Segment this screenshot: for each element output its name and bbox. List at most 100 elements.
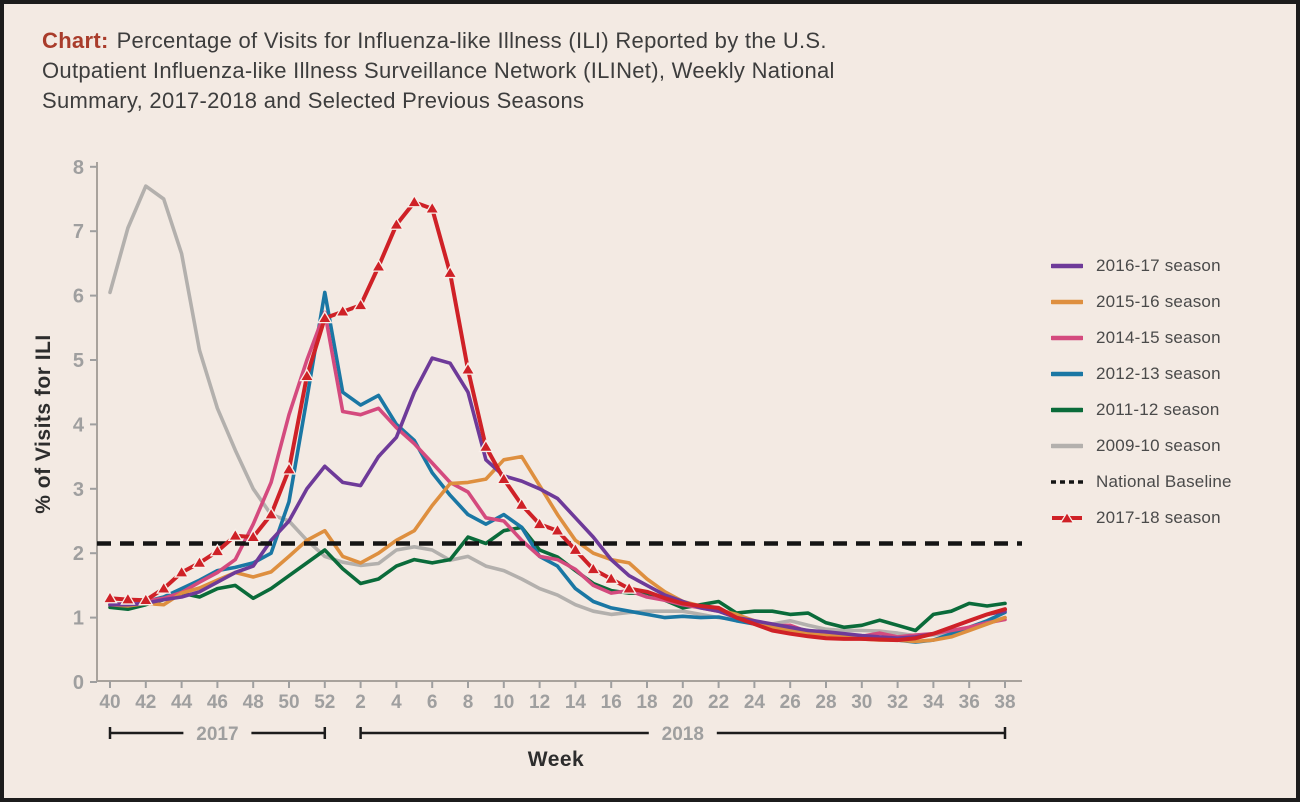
triangle-marker (621, 580, 637, 594)
x-tick-label: 14 (565, 692, 587, 713)
legend-item-2014-15-season: 2014-15 season (1049, 320, 1232, 356)
x-tick-label: 34 (923, 692, 945, 713)
triangle-marker (496, 471, 512, 485)
triangle-marker (567, 542, 584, 556)
series-line-2016-17 (108, 356, 1007, 641)
x-tick-label: 20 (672, 692, 693, 713)
x-tick-label: 18 (636, 692, 657, 713)
y-tick-label: 8 (73, 157, 84, 179)
triangle-marker (549, 522, 566, 536)
triangle-marker (138, 592, 154, 606)
x-axis-title: Week (528, 748, 584, 771)
x-tick-label: 8 (463, 692, 474, 713)
x-tick-label: 44 (171, 692, 193, 713)
legend-swatch-solid (1049, 295, 1085, 309)
legend-label: National Baseline (1096, 472, 1232, 491)
legend-swatch-solid (1049, 331, 1085, 345)
triangle-marker (120, 591, 136, 605)
triangle-marker (460, 361, 476, 375)
x-tick-label: 4 (391, 692, 402, 713)
chart-title: Chart: Percentage of Visits for Influenza… (42, 26, 1112, 116)
y-tick-label: 0 (73, 672, 84, 694)
title-line-1-text: Percentage of Visits for Influenza-like … (116, 28, 827, 53)
triangle-marker (352, 297, 369, 311)
y-tick-label: 1 (73, 608, 84, 630)
triangle-marker (281, 461, 297, 475)
triangle-marker (156, 580, 172, 594)
x-tick-label: 26 (780, 692, 801, 713)
legend-item-2009-10-season: 2009-10 season (1049, 428, 1232, 464)
x-tick-label: 16 (601, 692, 622, 713)
triangle-marker (299, 368, 315, 382)
y-tick-label: 4 (73, 414, 85, 436)
triangle-marker (227, 528, 243, 541)
triangle-marker (424, 200, 440, 214)
x-tick-label: 40 (99, 692, 120, 713)
triangle-marker (388, 216, 405, 230)
triangle-marker (442, 265, 458, 279)
triangle-marker (585, 561, 601, 575)
triangle-marker (478, 439, 494, 453)
triangle-marker (245, 529, 261, 543)
y-tick-label: 2 (73, 543, 84, 565)
legend-label: 2011-12 season (1096, 400, 1220, 419)
triangle-marker (406, 194, 422, 208)
title-line-2: Outpatient Influenza-like Illness Survei… (42, 58, 835, 83)
chart-legend: 2016-17 season 2015-16 season 2014-15 seas… (1049, 248, 1232, 536)
y-axis-title: % of Visits for ILI (32, 334, 55, 513)
triangle-marker (531, 516, 548, 530)
triangle-marker (102, 590, 118, 604)
legend-swatch-solid (1049, 403, 1085, 417)
year-bracket-label: 2018 (662, 724, 704, 745)
legend-swatch-triangle-line (1051, 511, 1083, 525)
legend-label: 2012-13 season (1096, 364, 1221, 383)
series-line-2011-12 (108, 525, 1007, 633)
x-tick-label: 38 (994, 692, 1015, 713)
legend-swatch-solid (1049, 259, 1085, 273)
x-tick-label: 24 (744, 692, 766, 713)
legend-item-2012-13-season: 2012-13 season (1049, 356, 1232, 392)
title-prefix: Chart: (42, 28, 109, 53)
series-line-2014-15 (108, 310, 1007, 639)
legend-swatch-dashed (1051, 475, 1083, 489)
triangle-marker (191, 555, 208, 569)
x-tick-label: 12 (529, 692, 550, 713)
triangle-marker (335, 303, 351, 317)
x-tick-label: 48 (243, 692, 264, 713)
legend-item-2016-17-season: 2016-17 season (1049, 248, 1232, 284)
legend-label: 2016-17 season (1096, 256, 1221, 275)
triangle-marker (317, 310, 333, 324)
legend-item-2015-16-season: 2015-16 season (1049, 284, 1232, 320)
triangle-marker (370, 258, 387, 272)
y-tick-label: 6 (73, 286, 84, 308)
y-tick-label: 7 (73, 221, 84, 243)
legend-swatch-solid (1049, 439, 1085, 453)
legend-label: 2015-16 season (1096, 292, 1221, 311)
x-tick-label: 50 (278, 692, 299, 713)
y-tick-label: 3 (73, 479, 84, 501)
series-line-2009-10 (108, 184, 1007, 638)
x-tick-label: 6 (427, 692, 438, 713)
x-tick-label: 30 (851, 692, 872, 713)
x-tick-label: 36 (959, 692, 980, 713)
triangle-marker (263, 506, 279, 520)
legend-swatch-solid (1049, 367, 1085, 381)
legend-label: 2014-15 season (1096, 328, 1221, 347)
triangle-marker (514, 497, 530, 511)
legend-label: 2017-18 season (1096, 508, 1221, 527)
x-tick-label: 42 (135, 692, 156, 713)
x-tick-label: 52 (314, 692, 335, 713)
title-line-3: Summary, 2017-2018 and Selected Previous… (42, 88, 585, 113)
y-tick-label: 5 (73, 350, 84, 372)
triangle-marker (209, 543, 226, 557)
legend-item-national-baseline: National Baseline (1051, 464, 1232, 500)
triangle-marker (603, 571, 619, 585)
title-line-1: Chart: Percentage of Visits for Influenza… (42, 26, 1112, 56)
x-tick-label: 2 (355, 692, 366, 713)
legend-item-2011-12-season: 2011-12 season (1049, 392, 1232, 428)
x-tick-label: 28 (815, 692, 836, 713)
year-bracket-label: 2017 (196, 724, 238, 745)
legend-label: 2009-10 season (1096, 436, 1221, 455)
